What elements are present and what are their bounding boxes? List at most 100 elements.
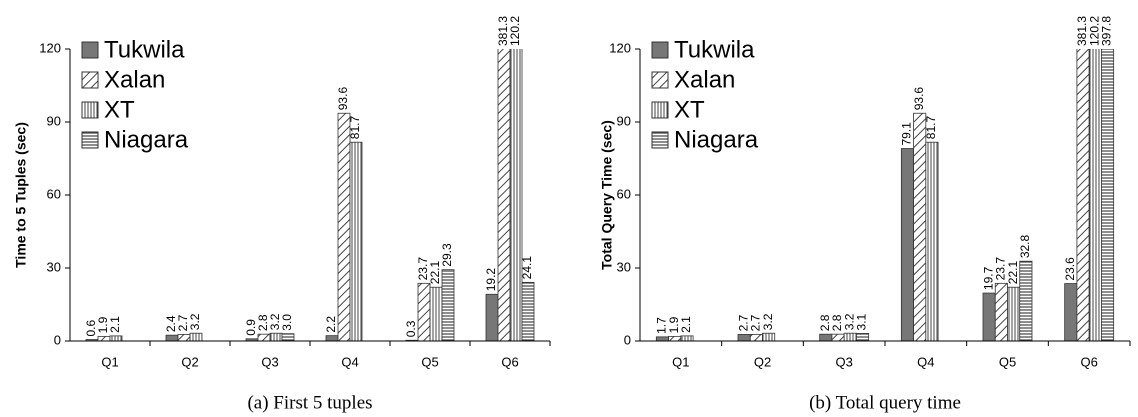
value-label: 0.9 bbox=[244, 319, 258, 336]
caption: (a) First 5 tuples bbox=[247, 392, 372, 413]
bar bbox=[189, 332, 203, 342]
value-label: 381.3 bbox=[1075, 16, 1089, 46]
value-label: 3.0 bbox=[280, 314, 294, 331]
y-tick-label: 0 bbox=[624, 332, 631, 347]
y-axis-label: Time to 5 Tuples (sec) bbox=[13, 122, 29, 268]
value-label: 3.2 bbox=[842, 313, 856, 330]
bar bbox=[762, 332, 776, 342]
bar bbox=[856, 333, 870, 342]
x-tick-label: Q2 bbox=[181, 354, 198, 369]
y-tick-label: 30 bbox=[47, 259, 61, 274]
bar bbox=[737, 334, 751, 342]
y-tick-label: 30 bbox=[617, 259, 631, 274]
value-label: 23.7 bbox=[416, 257, 430, 281]
value-label: 29.3 bbox=[440, 243, 454, 267]
value-label: 3.2 bbox=[268, 313, 282, 330]
value-label: 2.7 bbox=[736, 314, 750, 331]
caption: (b) Total query time bbox=[809, 392, 961, 413]
value-label: 22.1 bbox=[1006, 261, 1020, 285]
legend-label: Tukwila bbox=[104, 36, 185, 63]
x-tick-label: Q6 bbox=[501, 354, 518, 369]
legend-swatch bbox=[81, 41, 99, 59]
x-tick-label: Q3 bbox=[835, 354, 852, 369]
value-label: 19.2 bbox=[484, 268, 498, 292]
bar bbox=[109, 335, 123, 342]
bar bbox=[97, 335, 111, 342]
legend-swatch bbox=[81, 131, 99, 149]
legend-swatch bbox=[81, 101, 99, 119]
legend-swatch bbox=[651, 71, 669, 89]
x-tick-label: Q5 bbox=[421, 354, 438, 369]
value-label: 3.2 bbox=[761, 313, 775, 330]
bar bbox=[429, 286, 443, 342]
bar bbox=[1064, 283, 1078, 342]
bar bbox=[281, 333, 295, 342]
value-label: 3.1 bbox=[855, 313, 869, 330]
value-label: 81.7 bbox=[924, 116, 938, 140]
value-label: 2.7 bbox=[176, 314, 190, 331]
bar bbox=[819, 333, 833, 342]
y-axis-label: Total Query Time (sec) bbox=[599, 120, 615, 270]
value-label: 397.8 bbox=[1100, 16, 1114, 46]
legend-label: Tukwila bbox=[674, 36, 755, 63]
value-label: 23.7 bbox=[994, 257, 1008, 281]
value-label: 381.3 bbox=[496, 16, 510, 46]
bar bbox=[177, 334, 191, 342]
value-label: 81.7 bbox=[348, 116, 362, 140]
bar bbox=[441, 269, 455, 342]
bar bbox=[843, 332, 857, 342]
legend-label: Niagara bbox=[674, 126, 759, 153]
value-label: 19.7 bbox=[981, 266, 995, 290]
y-tick-label: 60 bbox=[47, 186, 61, 201]
bar bbox=[497, 49, 511, 342]
value-label: 79.1 bbox=[900, 122, 914, 146]
legend-swatch bbox=[81, 71, 99, 89]
value-label: 2.8 bbox=[830, 314, 844, 331]
x-tick-label: Q2 bbox=[754, 354, 771, 369]
bar bbox=[325, 335, 339, 342]
y-tick-label: 120 bbox=[609, 40, 631, 55]
bar bbox=[509, 49, 523, 342]
value-label: 2.1 bbox=[679, 316, 693, 333]
value-label: 2.4 bbox=[164, 315, 178, 332]
value-label: 2.8 bbox=[256, 314, 270, 331]
x-tick-label: Q4 bbox=[917, 354, 934, 369]
value-label: 2.7 bbox=[749, 314, 763, 331]
bar bbox=[680, 335, 694, 342]
bar bbox=[269, 332, 283, 342]
value-label: 0.3 bbox=[404, 320, 418, 337]
y-tick-label: 90 bbox=[47, 113, 61, 128]
legend-label: Xalan bbox=[674, 66, 735, 93]
bar bbox=[913, 112, 927, 342]
bar bbox=[417, 282, 431, 342]
value-label: 22.1 bbox=[428, 261, 442, 285]
legend-swatch bbox=[651, 131, 669, 149]
x-tick-label: Q3 bbox=[261, 354, 278, 369]
bar bbox=[485, 293, 499, 342]
y-tick-label: 120 bbox=[39, 40, 61, 55]
x-tick-label: Q1 bbox=[672, 354, 689, 369]
bar bbox=[1101, 49, 1115, 342]
value-label: 24.1 bbox=[520, 256, 534, 280]
bar bbox=[655, 336, 669, 342]
bar bbox=[1019, 260, 1033, 342]
bar bbox=[668, 335, 682, 342]
value-label: 1.7 bbox=[655, 317, 669, 334]
legend-swatch bbox=[651, 101, 669, 119]
bar bbox=[749, 334, 763, 342]
bar bbox=[257, 333, 271, 342]
value-label: 32.8 bbox=[1018, 235, 1032, 259]
bar bbox=[165, 334, 179, 342]
value-label: 2.2 bbox=[324, 316, 338, 333]
legend-label: Niagara bbox=[104, 126, 189, 153]
y-tick-label: 60 bbox=[617, 186, 631, 201]
value-label: 23.6 bbox=[1063, 257, 1077, 281]
value-label: 2.1 bbox=[108, 316, 122, 333]
value-label: 1.9 bbox=[667, 316, 681, 333]
bar bbox=[994, 282, 1008, 342]
bar bbox=[521, 281, 535, 342]
x-tick-label: Q4 bbox=[341, 354, 358, 369]
bar bbox=[1088, 49, 1102, 342]
x-tick-label: Q6 bbox=[1080, 354, 1097, 369]
